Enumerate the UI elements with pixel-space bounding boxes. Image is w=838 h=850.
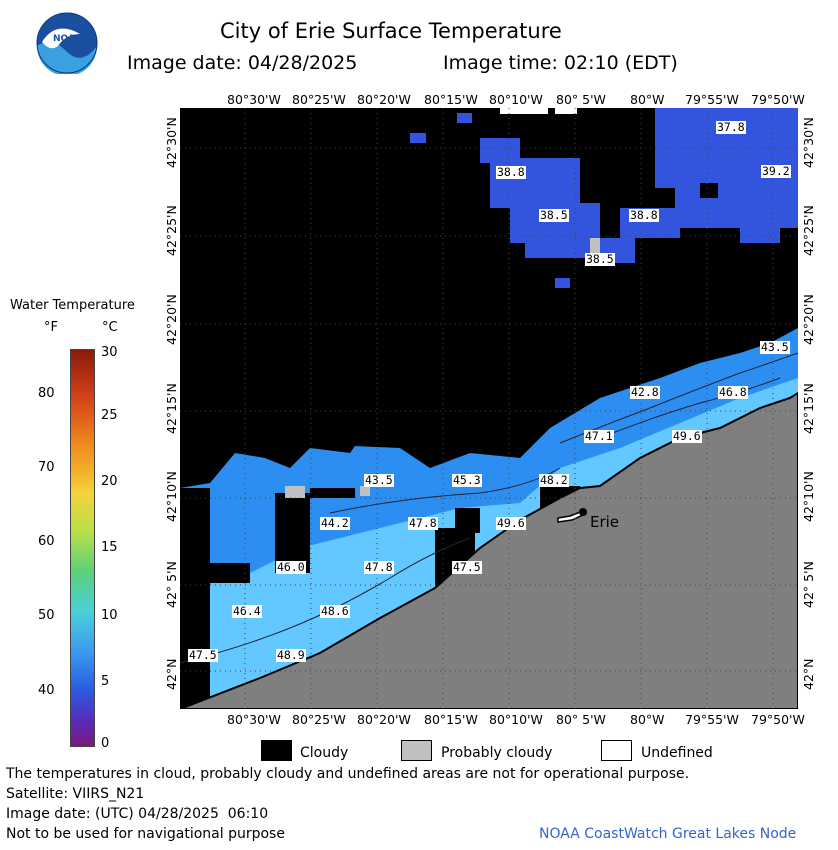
temp-label: 38.5 [585,252,615,266]
temp-label: 47.5 [188,648,218,662]
lon-tick: 79°55'W [685,92,739,107]
f-tick: 70 [38,460,55,475]
erie-dot [579,508,587,516]
f-tick: 50 [38,608,55,623]
temp-label: 49.6 [672,429,702,443]
c-tick: 20 [101,474,118,489]
undefined-label: Undefined [641,745,713,761]
temp-label: 47.1 [584,429,614,443]
colorbar-unit-c: °C [102,320,118,335]
lat-tick: 42°20'N [801,294,816,345]
lon-tick: 80°10'W [489,92,543,107]
lat-tick: 42°20'N [164,294,179,345]
utc-date-text: Image date: (UTC) 04/28/2025 06:10 [6,806,269,822]
temp-label: 46.0 [276,560,306,574]
lon-tick: 80°W [630,712,665,727]
lat-tick: 42°30'N [164,117,179,168]
temp-label: 46.4 [232,604,262,618]
c-tick: 25 [101,408,118,423]
temp-label: 38.8 [496,165,526,179]
temp-label: 45.3 [452,473,482,487]
lat-tick: 42°10'N [164,471,179,522]
cloudy-swatch [261,740,292,761]
lat-tick: 42° 5'N [801,561,816,608]
land-area [180,391,798,709]
disclaimer-text: The temperatures in cloud, probably clou… [6,766,690,782]
temp-label: 42.8 [630,385,660,399]
lat-tick: 42°25'N [164,205,179,256]
image-date: Image date: 04/28/2025 [127,52,358,74]
lon-tick: 80°10'W [489,712,543,727]
c-tick: 5 [101,674,110,689]
c-tick: 15 [101,540,118,555]
lon-tick: 80°W [630,92,665,107]
lon-tick: 79°50'W [751,712,805,727]
credit-text: NOAA CoastWatch Great Lakes Node [539,826,797,842]
lat-tick: 42°N [164,658,179,690]
f-tick: 60 [38,534,55,549]
image-time: Image time: 02:10 (EDT) [443,52,678,74]
temp-label: 49.6 [496,516,526,530]
temp-label: 48.9 [276,648,306,662]
temp-label: 48.2 [539,473,569,487]
temp-label: 47.8 [408,516,438,530]
colorbar [70,349,95,747]
page-title: City of Erie Surface Temperature [220,19,562,43]
colorbar-unit-f: °F [44,320,58,335]
lon-tick: 79°50'W [751,92,805,107]
lon-tick: 80°15'W [424,92,478,107]
lon-tick: 79°55'W [685,712,739,727]
temp-label: 43.5 [760,340,790,354]
probably-cloudy-label: Probably cloudy [441,745,553,761]
undefined-swatch [601,740,632,761]
lon-tick: 80° 5'W [556,92,606,107]
temp-label: 46.8 [718,385,748,399]
c-tick: 0 [101,736,110,751]
temp-label: 47.8 [364,560,394,574]
satellite-text: Satellite: VIIRS_N21 [6,786,145,802]
probably-cloudy-swatch [401,740,432,761]
f-tick: 80 [38,386,55,401]
lon-tick: 80°15'W [424,712,478,727]
c-tick: 10 [101,608,118,623]
lon-tick: 80°25'W [292,712,346,727]
temp-label: 38.5 [539,208,569,222]
lat-tick: 42°N [801,658,816,690]
lon-tick: 80° 5'W [556,712,606,727]
temp-label: 38.8 [629,208,659,222]
lat-tick: 42°15'N [801,383,816,434]
lat-tick: 42°30'N [801,117,816,168]
lat-tick: 42°15'N [164,383,179,434]
temp-label: 44.2 [320,516,350,530]
temp-label: 48.6 [320,604,350,618]
temp-label: 39.2 [761,164,791,178]
lat-tick: 42°10'N [801,471,816,522]
temp-label: 43.5 [364,473,394,487]
cloudy-label: Cloudy [300,745,349,761]
lon-tick: 80°20'W [357,712,411,727]
noaa-logo: NOAA [36,12,98,76]
lon-tick: 80°30'W [227,92,281,107]
temp-label: 47.5 [452,560,482,574]
city-label: Erie [590,513,620,531]
temp-label: 37.8 [716,120,746,134]
lon-tick: 80°30'W [227,712,281,727]
lon-tick: 80°25'W [292,92,346,107]
nav-warning-text: Not to be used for navigational purpose [6,826,285,842]
c-tick: 30 [101,345,118,360]
logo-text: NOAA [53,34,82,44]
lat-tick: 42°25'N [801,205,816,256]
lat-tick: 42° 5'N [164,561,179,608]
colorbar-title: Water Temperature [10,298,135,313]
f-tick: 40 [38,683,55,698]
lon-tick: 80°20'W [357,92,411,107]
temperature-map: 37.8 38.8 39.2 38.5 38.8 38.5 43.5 42.8 … [180,108,798,709]
